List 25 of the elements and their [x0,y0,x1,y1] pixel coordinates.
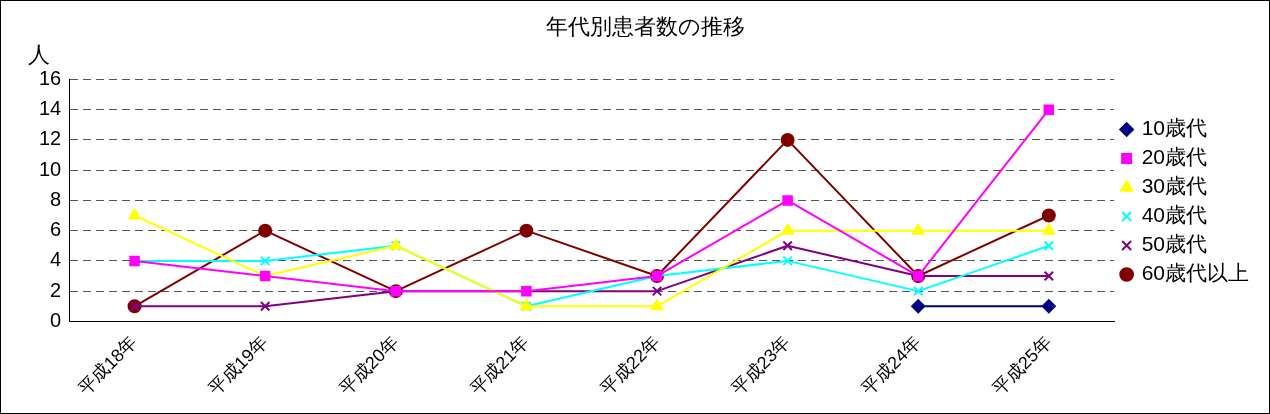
y-tick-label: 8 [50,187,62,210]
y-tick-label: 6 [50,218,62,241]
x-tick-label: 平成20年 [335,332,403,399]
y-tick-label: 12 [39,127,62,150]
legend-label: 60歳代以上 [1141,261,1249,285]
x-tick-label: 平成24年 [858,332,925,399]
y-tick-label: 0 [50,308,62,331]
y-tick-label: 4 [50,248,62,271]
legend-label: 50歳代 [1141,232,1207,256]
legend-label: 20歳代 [1141,145,1207,169]
y-tick-label: 14 [39,97,62,120]
y-tick-label: 2 [50,278,62,301]
legend-label: 30歳代 [1141,174,1207,198]
legend-label: 40歳代 [1141,203,1207,227]
y-tick-label: 16 [39,66,62,89]
chart-title: 年代別患者数の推移 [545,14,745,40]
x-tick-label: 平成18年 [74,332,141,399]
x-tick-label: 平成19年 [205,332,272,399]
legend-label: 10歳代 [1141,116,1207,140]
y-tick-label: 10 [39,157,62,180]
x-tick-label: 平成21年 [466,332,533,399]
y-axis-title: 人 [28,42,51,68]
x-tick-label: 平成25年 [988,332,1056,399]
x-tick-label: 平成22年 [596,332,664,399]
x-tick-label: 平成23年 [727,332,794,399]
